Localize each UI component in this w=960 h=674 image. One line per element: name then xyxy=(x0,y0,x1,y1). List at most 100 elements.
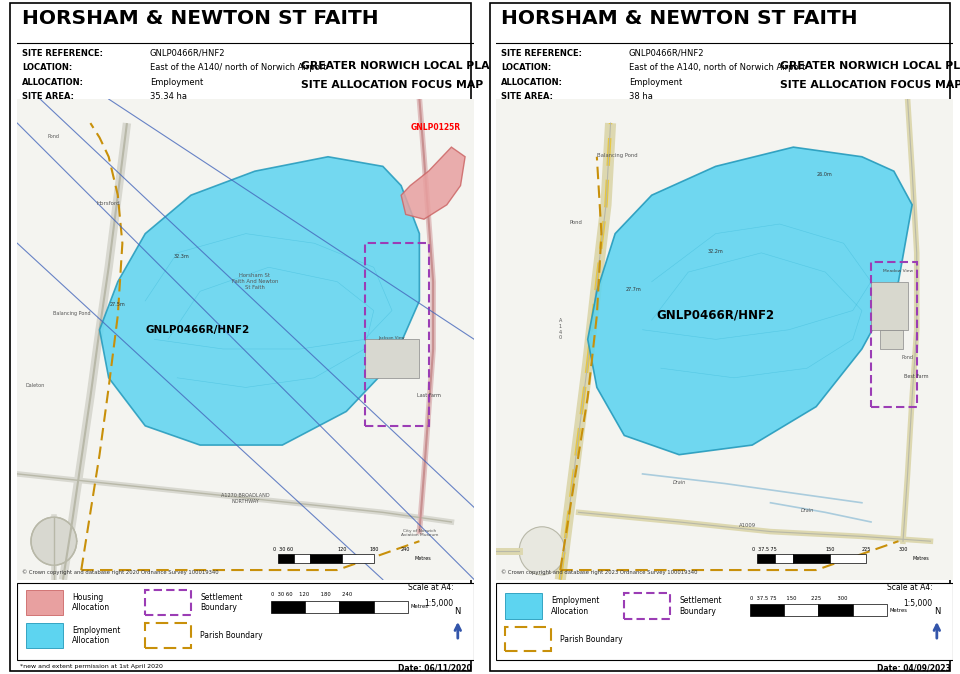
Text: ALLOCATION:: ALLOCATION: xyxy=(22,78,84,87)
Bar xyxy=(880,330,903,349)
Text: Drain: Drain xyxy=(672,479,685,485)
Text: Metres: Metres xyxy=(415,555,432,561)
Text: *new and extent permission at 1st April 2020: *new and extent permission at 1st April … xyxy=(19,664,162,669)
Text: 180: 180 xyxy=(369,547,378,552)
FancyBboxPatch shape xyxy=(624,593,670,619)
Text: Pond: Pond xyxy=(48,133,60,139)
Text: Scale at A4:: Scale at A4: xyxy=(887,583,933,592)
Text: 32.2m: 32.2m xyxy=(708,249,724,254)
Bar xyxy=(27,623,63,648)
Text: Balancing Pond: Balancing Pond xyxy=(597,153,637,158)
Text: LOCATION:: LOCATION: xyxy=(501,63,551,72)
Text: SITE AREA:: SITE AREA: xyxy=(501,92,553,101)
Text: Metres: Metres xyxy=(889,608,907,613)
Text: GNLP0466R/HNF2: GNLP0466R/HNF2 xyxy=(657,309,775,321)
Text: Housing
Allocation: Housing Allocation xyxy=(72,592,110,612)
Text: © Crown copyright and database right 2020 Ordnance Survey 100019340: © Crown copyright and database right 202… xyxy=(22,570,219,575)
Polygon shape xyxy=(100,157,420,445)
FancyBboxPatch shape xyxy=(145,590,191,615)
Bar xyxy=(852,604,887,617)
Polygon shape xyxy=(401,147,465,219)
Text: N: N xyxy=(934,607,940,615)
Text: 240: 240 xyxy=(401,547,410,552)
Text: 0  30 60: 0 30 60 xyxy=(274,547,294,552)
Text: Employment: Employment xyxy=(629,78,683,87)
Text: Metres: Metres xyxy=(410,605,428,609)
Text: 35.34 ha: 35.34 ha xyxy=(150,92,187,101)
Text: SITE ALLOCATION FOCUS MAP: SITE ALLOCATION FOCUS MAP xyxy=(300,80,483,90)
Text: Date: 06/11/2020: Date: 06/11/2020 xyxy=(398,664,472,673)
Text: Date: 04/09/2023: Date: 04/09/2023 xyxy=(877,664,951,673)
Bar xyxy=(819,604,852,617)
Text: Parish Boundary: Parish Boundary xyxy=(200,632,263,640)
Text: GNLP0125R: GNLP0125R xyxy=(410,123,461,132)
Circle shape xyxy=(519,527,564,575)
Text: A
1
4
0: A 1 4 0 xyxy=(559,318,562,340)
Bar xyxy=(340,601,373,613)
Text: East of the A140, north of Norwich Airport: East of the A140, north of Norwich Airpo… xyxy=(629,63,805,72)
Text: Horsford: Horsford xyxy=(97,201,121,206)
Bar xyxy=(496,583,953,661)
Text: 120: 120 xyxy=(337,547,347,552)
Text: City of Norwich
Aviation Museum: City of Norwich Aviation Museum xyxy=(400,529,438,537)
Text: Settlement
Boundary: Settlement Boundary xyxy=(200,592,243,612)
Text: SITE ALLOCATION FOCUS MAP: SITE ALLOCATION FOCUS MAP xyxy=(780,80,960,90)
Text: Employment
Allocation: Employment Allocation xyxy=(72,626,121,646)
Text: Parish Boundary: Parish Boundary xyxy=(561,635,623,644)
Text: 27.7m: 27.7m xyxy=(626,287,641,293)
Text: Drain: Drain xyxy=(801,508,814,514)
Bar xyxy=(305,601,340,613)
Bar xyxy=(277,554,294,563)
Text: Employment
Allocation: Employment Allocation xyxy=(551,596,600,615)
Text: 0  37.5 75      150         225          300: 0 37.5 75 150 225 300 xyxy=(750,596,848,601)
Circle shape xyxy=(31,517,77,565)
Text: Jackson View: Jackson View xyxy=(379,336,405,340)
Text: © Crown copyright and database right 2023 Ordnance Survey 100019340: © Crown copyright and database right 202… xyxy=(501,570,697,575)
Bar xyxy=(756,554,775,563)
Bar xyxy=(310,554,342,563)
Text: 32.3m: 32.3m xyxy=(174,253,190,259)
Text: 27.5m: 27.5m xyxy=(110,302,126,307)
Text: GREATER NORWICH LOCAL PLAN: GREATER NORWICH LOCAL PLAN xyxy=(780,61,960,71)
Text: Balancing Pond: Balancing Pond xyxy=(54,311,91,316)
Text: GNLP0466R/HNF2: GNLP0466R/HNF2 xyxy=(145,325,250,335)
Text: Best Farm: Best Farm xyxy=(904,374,929,379)
Text: Scale at A4:: Scale at A4: xyxy=(408,583,454,592)
Polygon shape xyxy=(588,147,912,455)
Bar xyxy=(27,590,63,615)
Text: 0  37.5 75: 0 37.5 75 xyxy=(753,547,777,552)
Text: Daleton: Daleton xyxy=(26,384,45,388)
Text: SITE AREA:: SITE AREA: xyxy=(22,92,74,101)
Text: SITE REFERENCE:: SITE REFERENCE: xyxy=(22,49,103,57)
Text: A1270 BROADLAND
NORTHWAY: A1270 BROADLAND NORTHWAY xyxy=(222,493,270,503)
Bar xyxy=(784,604,819,617)
Bar xyxy=(373,601,408,613)
Bar xyxy=(365,339,420,378)
Text: Metres: Metres xyxy=(912,555,929,561)
Bar xyxy=(271,601,305,613)
Text: HORSHAM & NEWTON ST FAITH: HORSHAM & NEWTON ST FAITH xyxy=(501,9,857,28)
Text: 26.0m: 26.0m xyxy=(816,172,832,177)
FancyBboxPatch shape xyxy=(145,623,191,648)
Text: 1:5,000: 1:5,000 xyxy=(903,599,933,608)
Bar xyxy=(294,554,310,563)
Text: GNLP0466R/HNF2: GNLP0466R/HNF2 xyxy=(629,49,705,57)
Bar xyxy=(342,554,373,563)
Text: GNLP0466R/HNF2: GNLP0466R/HNF2 xyxy=(150,49,226,57)
Text: Meadow View: Meadow View xyxy=(883,269,914,273)
Text: N: N xyxy=(455,607,461,615)
Text: LOCATION:: LOCATION: xyxy=(22,63,72,72)
Text: SITE REFERENCE:: SITE REFERENCE: xyxy=(501,49,582,57)
Bar xyxy=(793,554,829,563)
Text: 225: 225 xyxy=(862,547,871,552)
Bar xyxy=(775,554,793,563)
Text: East of the A140/ north of Norwich Airport: East of the A140/ north of Norwich Airpo… xyxy=(150,63,326,72)
Text: ALLOCATION:: ALLOCATION: xyxy=(501,78,563,87)
Text: Settlement
Boundary: Settlement Boundary xyxy=(679,596,722,615)
Text: 0  30 60    120       180       240: 0 30 60 120 180 240 xyxy=(271,592,352,597)
Text: Last Farm: Last Farm xyxy=(417,393,441,398)
Bar xyxy=(829,554,867,563)
Text: GREATER NORWICH LOCAL PLAN: GREATER NORWICH LOCAL PLAN xyxy=(300,61,498,71)
Bar xyxy=(750,604,784,617)
Text: 300: 300 xyxy=(899,547,908,552)
